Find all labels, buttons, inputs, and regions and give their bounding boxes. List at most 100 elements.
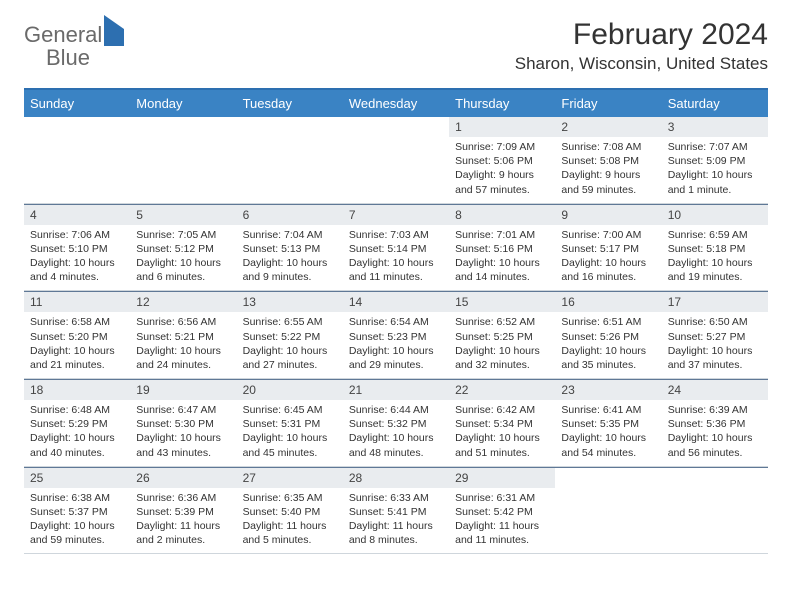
day-number: 18 [24,380,130,400]
week-row: 18Sunrise: 6:48 AMSunset: 5:29 PMDayligh… [24,379,768,467]
sunset-text: Sunset: 5:25 PM [455,330,549,344]
day-details: Sunrise: 6:58 AMSunset: 5:20 PMDaylight:… [24,312,130,378]
day-cell: 7Sunrise: 7:03 AMSunset: 5:14 PMDaylight… [343,205,449,292]
day-details: Sunrise: 6:59 AMSunset: 5:18 PMDaylight:… [662,225,768,291]
day-cell [662,468,768,555]
daylight-text: Daylight: 10 hours and 6 minutes. [136,256,230,284]
day-cell: 24Sunrise: 6:39 AMSunset: 5:36 PMDayligh… [662,380,768,467]
sunrise-text: Sunrise: 6:45 AM [243,403,337,417]
day-details: Sunrise: 6:31 AMSunset: 5:42 PMDaylight:… [449,488,555,554]
day-number: 15 [449,292,555,312]
week-row: 1Sunrise: 7:09 AMSunset: 5:06 PMDaylight… [24,117,768,204]
sunrise-text: Sunrise: 6:56 AM [136,315,230,329]
sunrise-text: Sunrise: 7:05 AM [136,228,230,242]
day-cell: 25Sunrise: 6:38 AMSunset: 5:37 PMDayligh… [24,468,130,555]
sunset-text: Sunset: 5:20 PM [30,330,124,344]
day-details: Sunrise: 6:41 AMSunset: 5:35 PMDaylight:… [555,400,661,466]
day-cell: 19Sunrise: 6:47 AMSunset: 5:30 PMDayligh… [130,380,236,467]
day-details: Sunrise: 6:44 AMSunset: 5:32 PMDaylight:… [343,400,449,466]
day-number: 8 [449,205,555,225]
day-number: 7 [343,205,449,225]
day-cell: 21Sunrise: 6:44 AMSunset: 5:32 PMDayligh… [343,380,449,467]
weekday-header: Saturday [662,90,768,117]
sunset-text: Sunset: 5:08 PM [561,154,655,168]
day-cell: 9Sunrise: 7:00 AMSunset: 5:17 PMDaylight… [555,205,661,292]
day-cell: 15Sunrise: 6:52 AMSunset: 5:25 PMDayligh… [449,292,555,379]
day-details: Sunrise: 6:45 AMSunset: 5:31 PMDaylight:… [237,400,343,466]
sunset-text: Sunset: 5:41 PM [349,505,443,519]
brand-word-1: General [24,22,102,47]
weekday-header-row: SundayMondayTuesdayWednesdayThursdayFrid… [24,90,768,117]
sunset-text: Sunset: 5:26 PM [561,330,655,344]
sunset-text: Sunset: 5:40 PM [243,505,337,519]
day-cell: 12Sunrise: 6:56 AMSunset: 5:21 PMDayligh… [130,292,236,379]
day-number: 21 [343,380,449,400]
day-cell: 2Sunrise: 7:08 AMSunset: 5:08 PMDaylight… [555,117,661,204]
day-cell: 29Sunrise: 6:31 AMSunset: 5:42 PMDayligh… [449,468,555,555]
day-details: Sunrise: 6:54 AMSunset: 5:23 PMDaylight:… [343,312,449,378]
sunrise-text: Sunrise: 6:48 AM [30,403,124,417]
day-number: 25 [24,468,130,488]
sunrise-text: Sunrise: 7:07 AM [668,140,762,154]
sunrise-text: Sunrise: 7:08 AM [561,140,655,154]
sunset-text: Sunset: 5:30 PM [136,417,230,431]
day-cell: 18Sunrise: 6:48 AMSunset: 5:29 PMDayligh… [24,380,130,467]
day-number: 10 [662,205,768,225]
daylight-text: Daylight: 10 hours and 56 minutes. [668,431,762,459]
daylight-text: Daylight: 10 hours and 1 minute. [668,168,762,196]
sunset-text: Sunset: 5:35 PM [561,417,655,431]
day-details: Sunrise: 7:00 AMSunset: 5:17 PMDaylight:… [555,225,661,291]
daylight-text: Daylight: 10 hours and 11 minutes. [349,256,443,284]
day-number: 28 [343,468,449,488]
day-cell: 28Sunrise: 6:33 AMSunset: 5:41 PMDayligh… [343,468,449,555]
day-cell: 17Sunrise: 6:50 AMSunset: 5:27 PMDayligh… [662,292,768,379]
day-cell [555,468,661,555]
sunrise-text: Sunrise: 6:59 AM [668,228,762,242]
sunrise-text: Sunrise: 7:00 AM [561,228,655,242]
sunrise-text: Sunrise: 7:01 AM [455,228,549,242]
day-number: 16 [555,292,661,312]
title-block: February 2024 Sharon, Wisconsin, United … [515,18,768,74]
sunrise-text: Sunrise: 6:41 AM [561,403,655,417]
day-number: 4 [24,205,130,225]
daylight-text: Daylight: 10 hours and 45 minutes. [243,431,337,459]
daylight-text: Daylight: 10 hours and 24 minutes. [136,344,230,372]
sunset-text: Sunset: 5:16 PM [455,242,549,256]
sunrise-text: Sunrise: 6:35 AM [243,491,337,505]
daylight-text: Daylight: 10 hours and 27 minutes. [243,344,337,372]
day-details: Sunrise: 6:33 AMSunset: 5:41 PMDaylight:… [343,488,449,554]
day-cell [24,117,130,204]
day-cell: 8Sunrise: 7:01 AMSunset: 5:16 PMDaylight… [449,205,555,292]
day-cell: 27Sunrise: 6:35 AMSunset: 5:40 PMDayligh… [237,468,343,555]
day-number: 13 [237,292,343,312]
day-number: 24 [662,380,768,400]
day-details: Sunrise: 6:51 AMSunset: 5:26 PMDaylight:… [555,312,661,378]
day-details: Sunrise: 7:01 AMSunset: 5:16 PMDaylight:… [449,225,555,291]
day-number: 14 [343,292,449,312]
week-row: 4Sunrise: 7:06 AMSunset: 5:10 PMDaylight… [24,204,768,292]
day-details: Sunrise: 6:50 AMSunset: 5:27 PMDaylight:… [662,312,768,378]
day-cell: 10Sunrise: 6:59 AMSunset: 5:18 PMDayligh… [662,205,768,292]
sunset-text: Sunset: 5:36 PM [668,417,762,431]
day-cell [130,117,236,204]
day-details: Sunrise: 6:47 AMSunset: 5:30 PMDaylight:… [130,400,236,466]
sunset-text: Sunset: 5:34 PM [455,417,549,431]
day-details: Sunrise: 6:55 AMSunset: 5:22 PMDaylight:… [237,312,343,378]
day-cell: 4Sunrise: 7:06 AMSunset: 5:10 PMDaylight… [24,205,130,292]
daylight-text: Daylight: 10 hours and 35 minutes. [561,344,655,372]
sunrise-text: Sunrise: 6:31 AM [455,491,549,505]
day-number: 2 [555,117,661,137]
day-number: 20 [237,380,343,400]
day-cell: 26Sunrise: 6:36 AMSunset: 5:39 PMDayligh… [130,468,236,555]
daylight-text: Daylight: 10 hours and 9 minutes. [243,256,337,284]
sunrise-text: Sunrise: 7:09 AM [455,140,549,154]
sunset-text: Sunset: 5:06 PM [455,154,549,168]
day-number: 26 [130,468,236,488]
week-row: 25Sunrise: 6:38 AMSunset: 5:37 PMDayligh… [24,467,768,555]
daylight-text: Daylight: 10 hours and 51 minutes. [455,431,549,459]
sunset-text: Sunset: 5:21 PM [136,330,230,344]
location-subtitle: Sharon, Wisconsin, United States [515,54,768,74]
day-details: Sunrise: 7:08 AMSunset: 5:08 PMDaylight:… [555,137,661,203]
sunrise-text: Sunrise: 7:06 AM [30,228,124,242]
daylight-text: Daylight: 10 hours and 37 minutes. [668,344,762,372]
